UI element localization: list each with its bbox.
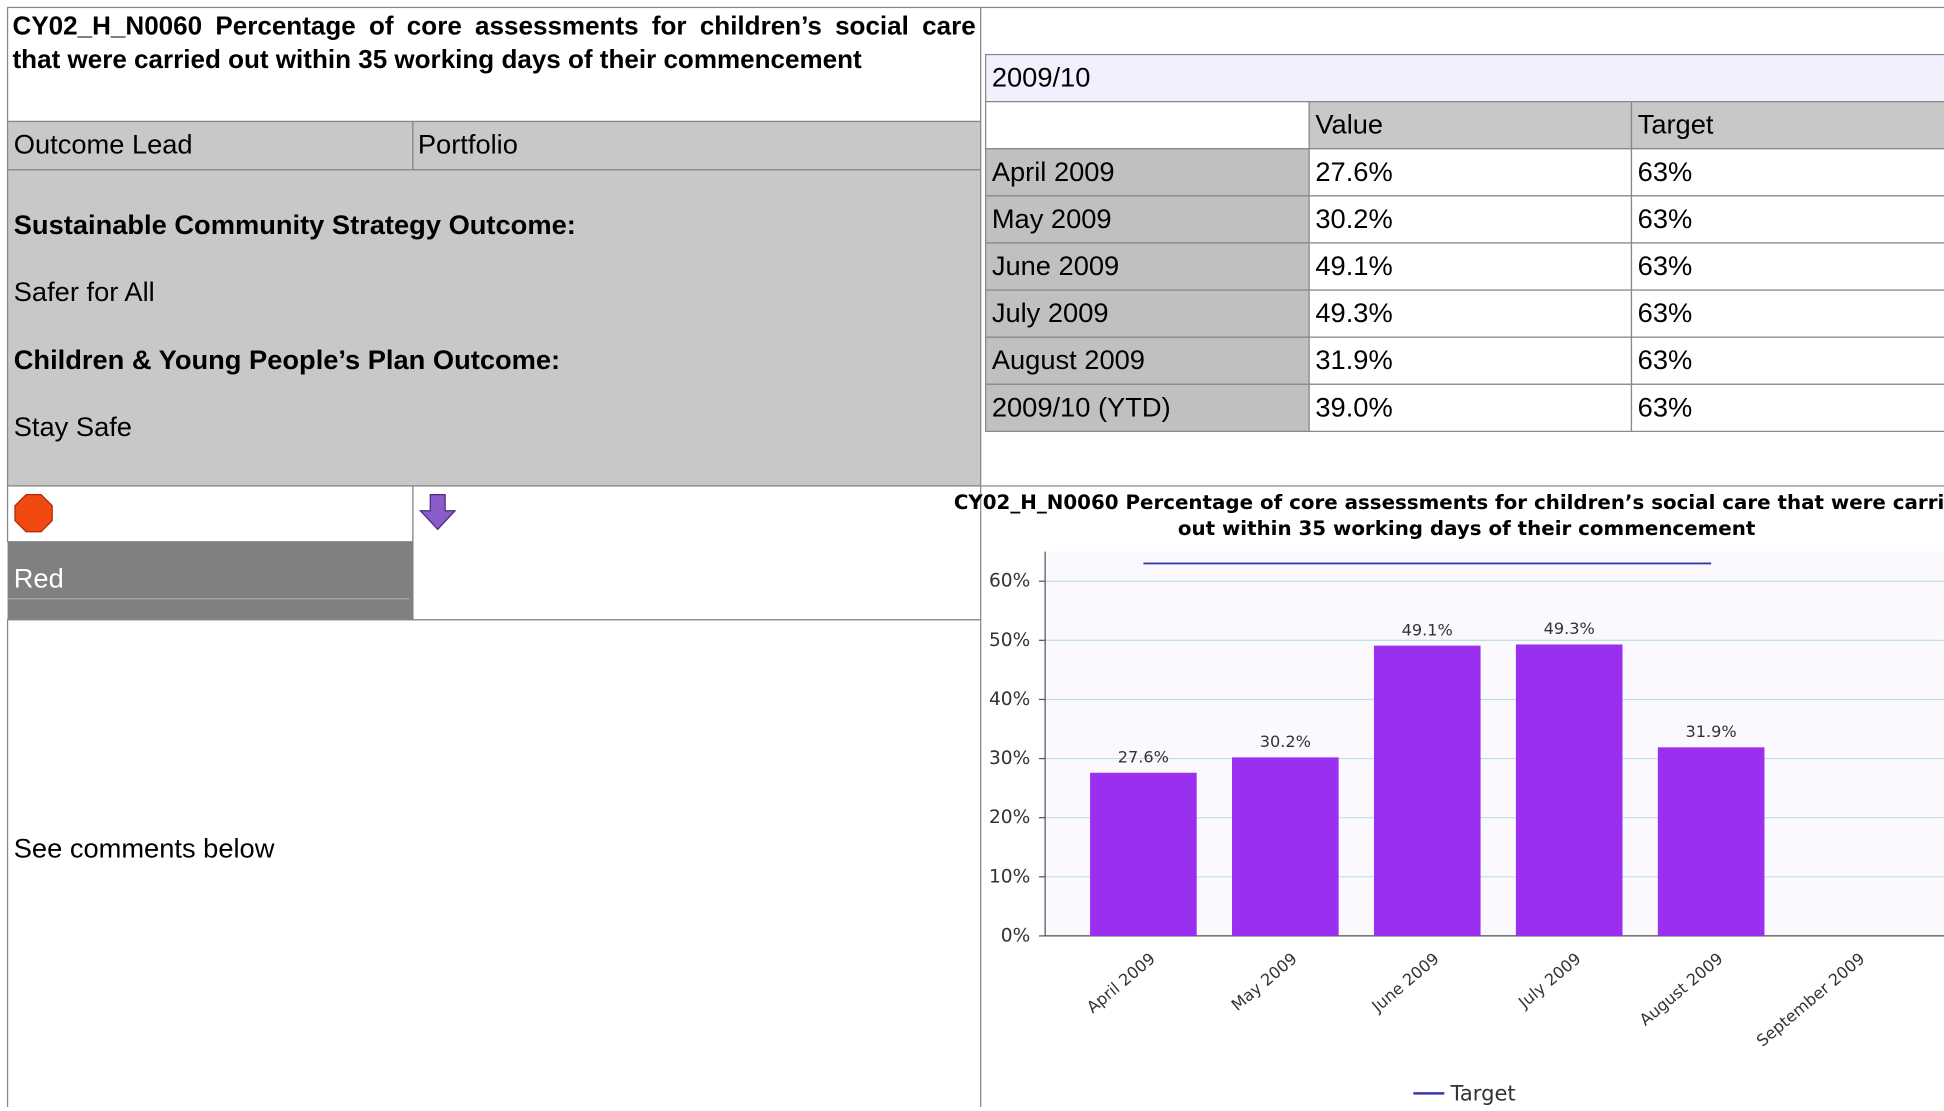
cell-text: August 2009 <box>992 344 1145 375</box>
field-label: Portfolio <box>418 128 518 159</box>
data-label: 49.3% <box>1544 619 1595 638</box>
header-cell <box>1308 101 1633 150</box>
cell-text: July 2009 <box>992 297 1109 328</box>
cell-text: 2009/10 (YTD) <box>992 391 1171 422</box>
cell <box>1630 148 1944 197</box>
cell-text: 63% <box>1638 203 1693 234</box>
cell <box>985 242 1310 291</box>
status: Red <box>14 562 64 593</box>
outcome-block <box>6 169 982 487</box>
cell <box>412 485 982 621</box>
y-tick-label: 10% <box>989 866 1030 887</box>
data-label: 31.9% <box>1686 722 1737 741</box>
cell-text: 30.2% <box>1315 203 1392 234</box>
cell-text: May 2009 <box>992 203 1112 234</box>
bar <box>1373 645 1481 936</box>
comments: See comments below <box>14 833 275 864</box>
bar <box>1232 757 1339 936</box>
y-tick-label: 40% <box>989 689 1030 710</box>
cell <box>985 101 1310 150</box>
data-label: 30.2% <box>1260 732 1311 751</box>
cell-text: 63% <box>1638 156 1693 187</box>
cell-text: 63% <box>1638 297 1693 328</box>
outcome-heading: Sustainable Community Strategy Outcome: <box>14 209 576 240</box>
data-label: 27.6% <box>1118 747 1169 766</box>
cell-text: April 2009 <box>992 156 1115 187</box>
y-tick-label: 0% <box>1001 925 1030 946</box>
bar <box>1090 772 1197 936</box>
cell-text: 27.6% <box>1315 156 1392 187</box>
cell <box>6 120 414 171</box>
y-tick-label: 20% <box>989 807 1030 828</box>
cell <box>985 289 1310 338</box>
cell-text: 63% <box>1638 250 1693 281</box>
cell <box>1308 242 1633 291</box>
cell <box>1630 383 1944 433</box>
cell <box>1308 383 1633 433</box>
cell-text: June 2009 <box>992 250 1119 281</box>
title-box <box>6 6 982 123</box>
legend-label: Target <box>1450 1081 1516 1106</box>
period-row <box>985 53 1944 103</box>
title: CY02_H_N0060 Percentage of core assessme… <box>12 12 976 75</box>
title-holder: CY02_H_N0060 Percentage of core assessme… <box>12 12 976 75</box>
y-tick-label: 30% <box>989 748 1030 769</box>
data-label: 49.1% <box>1402 620 1453 639</box>
y-tick-label: 60% <box>989 571 1030 592</box>
cell <box>985 148 1310 197</box>
cell <box>985 383 1310 433</box>
cell-text: 31.9% <box>1315 344 1392 375</box>
cell <box>6 485 414 543</box>
outcome-text: Stay Safe <box>14 411 132 442</box>
cell-text: 63% <box>1638 344 1693 375</box>
outcome-heading: Children & Young People’s Plan Outcome: <box>14 344 560 375</box>
cell-text: 63% <box>1638 391 1693 422</box>
chart-title: out within 35 working days of their comm… <box>1178 517 1756 540</box>
cell-text: 49.3% <box>1315 297 1392 328</box>
period: 2009/10 <box>992 62 1091 93</box>
status-icon <box>14 493 53 533</box>
cell-text: 39.0% <box>1315 391 1392 422</box>
cell <box>985 336 1310 385</box>
field-label: Outcome Lead <box>14 128 193 159</box>
y-tick-label: 50% <box>989 630 1030 651</box>
cell-text: 49.1% <box>1315 250 1392 281</box>
table: Value Target April 2009 27.6% 63% May 2009 30.… <box>985 101 1944 433</box>
header-text: Target <box>1638 109 1714 140</box>
outcome-text: Safer for All <box>14 276 155 307</box>
chart-title: CY02_H_N0060 Percentage of core assessme… <box>954 491 1944 514</box>
cell <box>412 120 982 171</box>
bar <box>1515 644 1623 936</box>
header-text: Value <box>1315 109 1383 140</box>
cell <box>1308 289 1633 338</box>
comments-box <box>6 619 982 1111</box>
bar <box>1657 747 1765 936</box>
trend-arrow <box>418 493 457 531</box>
cell <box>1630 289 1944 338</box>
cell <box>1308 336 1633 385</box>
status-cell <box>7 541 413 620</box>
chart: CY02_H_N0060 Percentage of core assessme… <box>954 491 1944 1106</box>
cell <box>985 195 1310 244</box>
